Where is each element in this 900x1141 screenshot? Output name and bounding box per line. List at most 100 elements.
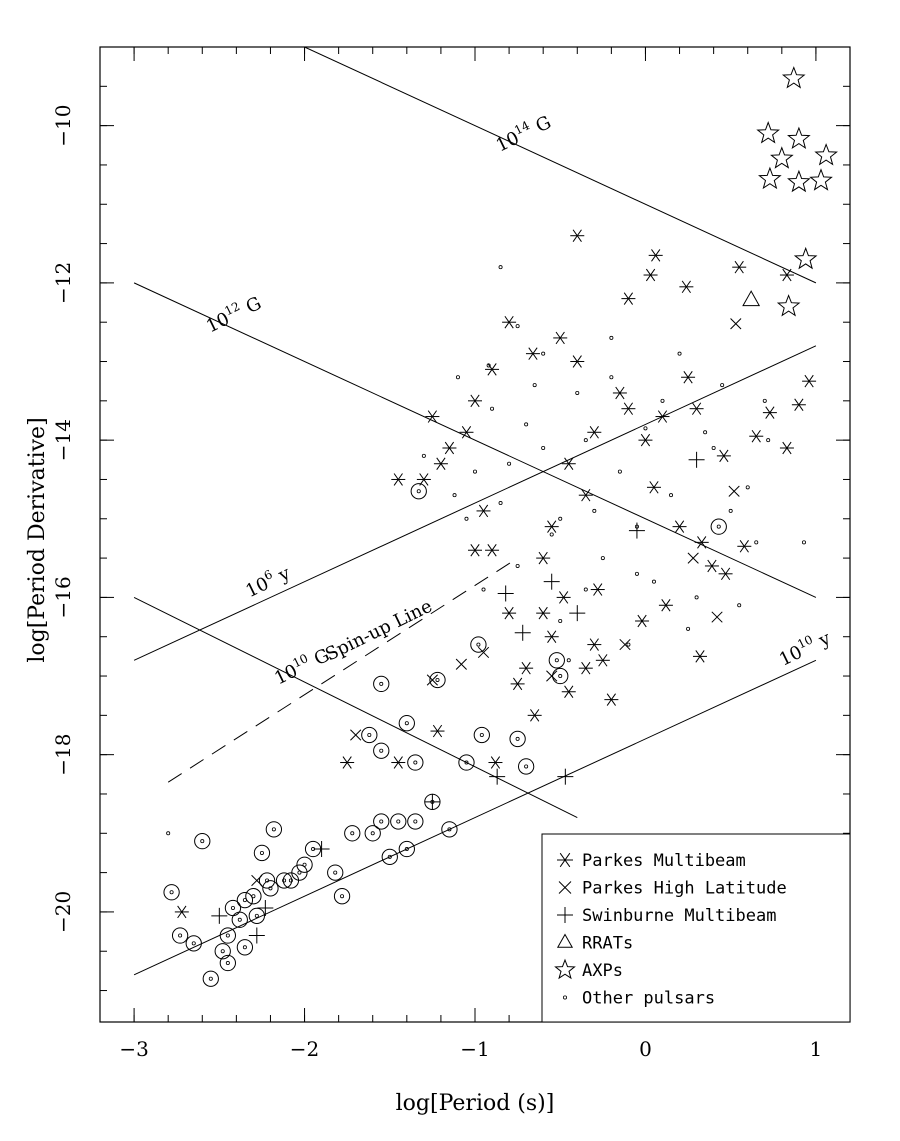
point-dot-ring xyxy=(407,754,424,771)
point-dot xyxy=(166,831,171,836)
point-star xyxy=(793,246,818,270)
point-asterisk xyxy=(648,249,663,262)
legend: Parkes Multibeam Parkes High Latitude Swin… xyxy=(541,833,851,1023)
point-asterisk xyxy=(578,488,593,502)
point-asterisk xyxy=(430,724,445,738)
point-plus xyxy=(489,768,506,785)
reference-line-field xyxy=(133,282,817,598)
point-cross xyxy=(687,552,699,564)
x-axis-label: log[Period (s)] xyxy=(396,1091,555,1116)
point-dot-ring xyxy=(548,652,565,669)
point-cross xyxy=(730,318,742,330)
x-tick-label: −3 xyxy=(119,1037,148,1061)
point-dot xyxy=(498,265,503,270)
point-cross xyxy=(350,729,362,741)
point-asterisk xyxy=(488,756,503,769)
point-asterisk xyxy=(638,433,653,447)
point-dot xyxy=(498,501,503,506)
point-dot xyxy=(626,642,631,647)
point-asterisk xyxy=(643,268,658,282)
legend-marker-asterisk xyxy=(557,852,573,868)
point-asterisk xyxy=(561,457,576,470)
point-asterisk xyxy=(561,685,576,698)
point-cross xyxy=(728,485,740,497)
point-cross xyxy=(711,611,723,623)
legend-label: Parkes Multibeam xyxy=(582,851,746,871)
point-dot xyxy=(549,532,554,537)
point-dot-ring xyxy=(163,884,180,901)
point-asterisk xyxy=(704,559,719,573)
point-dot-ring xyxy=(473,726,490,744)
point-star xyxy=(781,66,806,89)
point-asterisk xyxy=(716,449,731,463)
legend-marker-plus xyxy=(557,907,573,923)
point-cross xyxy=(426,674,438,686)
point-dot-ring xyxy=(710,518,727,535)
point-asterisk xyxy=(621,402,636,415)
point-asterisk xyxy=(340,756,355,769)
point-asterisk xyxy=(578,661,593,675)
point-dot xyxy=(669,493,674,498)
point-asterisk xyxy=(391,756,406,769)
point-asterisk xyxy=(476,504,491,518)
point-asterisk xyxy=(646,481,661,494)
point-dot-ring xyxy=(296,856,313,873)
point-dot-ring xyxy=(470,636,487,653)
point-dot-ring xyxy=(219,927,236,944)
point-dot-ring xyxy=(373,675,390,693)
point-dot-ring xyxy=(185,935,202,952)
legend-marker-cross xyxy=(558,881,572,894)
x-tick-label: −2 xyxy=(290,1037,319,1061)
point-asterisk xyxy=(536,606,551,620)
point-asterisk xyxy=(416,473,431,486)
point-cross xyxy=(546,670,558,682)
point-dot xyxy=(766,438,771,443)
point-dot-ring xyxy=(248,907,265,925)
point-asterisk xyxy=(681,371,696,384)
y-tick-label: −10 xyxy=(51,105,75,147)
point-plus xyxy=(688,451,705,468)
y-tick-label: −20 xyxy=(51,891,75,933)
point-dot xyxy=(558,618,563,623)
point-dot xyxy=(677,351,682,356)
x-tick-label: −1 xyxy=(460,1037,489,1061)
point-plus xyxy=(514,624,531,641)
point-asterisk xyxy=(604,693,619,706)
reference-line-label: 106y xyxy=(241,560,294,602)
reference-line-label: 1012G xyxy=(202,290,265,337)
point-asterisk xyxy=(525,347,540,360)
point-triangle xyxy=(742,290,761,307)
point-dot xyxy=(515,324,520,329)
point-dot-ring xyxy=(171,927,189,944)
point-dot xyxy=(541,446,546,451)
point-dot xyxy=(592,508,597,513)
point-asterisk xyxy=(658,599,673,612)
point-dot xyxy=(583,438,588,443)
point-dot-ring xyxy=(333,888,351,905)
point-dot-ring xyxy=(202,970,219,987)
point-asterisk xyxy=(679,280,694,294)
point-asterisk xyxy=(749,429,764,443)
point-star xyxy=(756,121,780,144)
point-asterisk xyxy=(519,661,534,675)
point-dot-ring xyxy=(214,943,231,960)
point-asterisk xyxy=(174,905,189,919)
point-dot xyxy=(754,540,759,545)
point-dot xyxy=(651,579,656,584)
reference-line-label: 1010y xyxy=(775,625,835,671)
point-dot xyxy=(711,446,716,451)
reference-line-age xyxy=(133,345,817,661)
point-dot xyxy=(660,398,665,403)
point-asterisk xyxy=(635,614,650,628)
legend-label: RRATs xyxy=(582,934,633,954)
point-dot-ring xyxy=(364,825,381,842)
point-plus xyxy=(543,573,560,590)
point-asterisk xyxy=(587,638,602,651)
point-dot xyxy=(486,363,491,368)
legend-item: Other pulsars xyxy=(563,989,715,1009)
point-plus xyxy=(257,899,274,916)
point-asterisk xyxy=(732,260,747,274)
point-dot xyxy=(745,485,750,490)
point-star xyxy=(787,169,811,193)
